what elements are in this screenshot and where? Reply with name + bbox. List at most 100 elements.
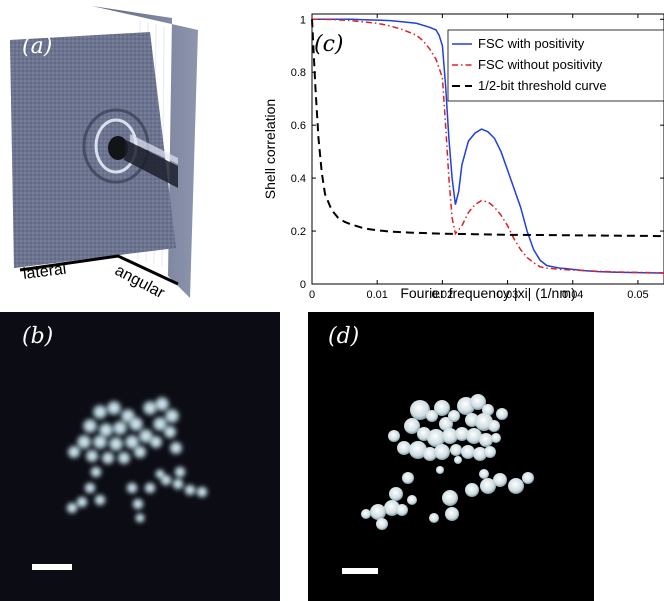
y-tick-label: 1 (300, 14, 306, 26)
model-sphere (409, 441, 427, 459)
model-sphere (479, 433, 493, 447)
y-tick-label: 0 (300, 279, 306, 291)
scale-bar-d (342, 568, 378, 574)
x-tick-label: 0.05 (627, 289, 648, 301)
bead-blob (81, 417, 99, 435)
bead-blob (93, 493, 107, 507)
model-sphere (402, 472, 414, 484)
x-tick-label: 0 (309, 289, 315, 301)
bead-blob (153, 395, 171, 413)
model-sphere (436, 466, 444, 474)
bead-blob (116, 450, 132, 466)
panel-c-fsc-chart: 0 0.01 0.02 0.03 0.04 0.05 0 0.2 0.4 0.6 0.8 1 Fouri… (262, 0, 664, 302)
model-sphere (389, 487, 403, 501)
model-sphere (396, 504, 408, 516)
model-sphere (470, 394, 486, 410)
panel-a-label: (a) (22, 34, 53, 59)
y-axis-title: Shell correlation (262, 99, 278, 199)
model-sphere (480, 478, 496, 494)
model-sphere (407, 495, 417, 505)
model-sphere (361, 509, 371, 519)
bead-blob (162, 424, 178, 440)
tomogram-slices-graphic (10, 6, 198, 298)
legend-entry-2: FSC without positivity (478, 57, 603, 72)
model-sphere (439, 417, 453, 431)
x-tick-label: 0.03 (497, 289, 518, 301)
legend-entry-3: 1/2-bit threshold curve (478, 78, 607, 93)
bead-blob (89, 465, 103, 479)
model-sphere (429, 513, 439, 523)
panel-a-tomogram: (a) lateral angular (0, 0, 260, 302)
model-sphere (434, 400, 450, 416)
model-sphere (479, 469, 489, 479)
model-sphere (496, 408, 508, 420)
legend-box (447, 29, 664, 102)
panel-b-reconstruction: (b) (0, 312, 280, 601)
x-tick-label: 0.02 (432, 289, 453, 301)
bead-blob (91, 433, 109, 451)
reconstruction-image (65, 395, 209, 524)
model-sphere (370, 504, 386, 520)
bead-blob (168, 440, 184, 456)
bead-blob (195, 485, 209, 499)
bead-blob (107, 435, 125, 453)
bead-blob (105, 399, 123, 417)
bead-blob (66, 444, 82, 460)
bead-blob (83, 481, 97, 495)
model-sphere (423, 447, 437, 461)
x-tick-label: 0.01 (366, 289, 387, 301)
model-sphere (508, 478, 524, 494)
sphere-model-image (361, 394, 534, 530)
series-line-1 (312, 18, 664, 274)
bead-blob (132, 444, 148, 460)
legend-entry-1: FSC with positivity (478, 36, 585, 51)
panel-c-label: (c) (314, 32, 344, 57)
bead-blob (134, 512, 146, 524)
model-sphere (442, 490, 458, 506)
model-sphere (388, 430, 400, 442)
y-tick-label: 0.2 (291, 226, 306, 238)
model-sphere (473, 447, 487, 461)
bead-blob (171, 477, 185, 491)
bead-blob (183, 483, 197, 497)
bead-blob (173, 465, 187, 479)
y-tick-label: 0.6 (291, 120, 306, 132)
bead-blob (111, 419, 129, 437)
model-sphere (450, 444, 462, 456)
bead-blob (131, 497, 145, 511)
bead-blob (154, 468, 166, 480)
model-sphere (445, 507, 459, 521)
fsc-plot-svg: 0 0.01 0.02 0.03 0.04 0.05 0 0.2 0.4 0.6 0.8 1 Fouri… (262, 13, 664, 301)
model-sphere (465, 483, 479, 497)
bead-blob (84, 448, 100, 464)
y-tick-label: 0.8 (291, 67, 306, 79)
panel-d-label: (d) (328, 324, 360, 349)
model-sphere (376, 518, 388, 530)
model-sphere (522, 472, 534, 484)
model-sphere (484, 446, 496, 458)
model-sphere (448, 410, 460, 422)
bead-blob (148, 434, 164, 450)
bead-blob (127, 415, 145, 433)
scale-bar-b (32, 564, 72, 570)
model-sphere (434, 444, 450, 460)
model-sphere (493, 473, 507, 487)
bead-blob (65, 501, 79, 515)
model-sphere (427, 429, 445, 447)
bead-blob (91, 403, 109, 421)
model-sphere (482, 404, 494, 416)
model-sphere (455, 427, 469, 441)
bead-blob (100, 450, 116, 466)
model-sphere (410, 400, 430, 420)
model-sphere (384, 500, 400, 516)
model-sphere (442, 428, 458, 444)
model-sphere (404, 418, 420, 434)
bead-blob (143, 481, 157, 495)
model-sphere (461, 445, 475, 459)
x-axis-title: Fourier frequency |xi| (1/nm) (400, 285, 575, 301)
series-line-3 (311, 19, 664, 238)
y-tick-label: 0.4 (291, 173, 306, 185)
series-line-2 (312, 18, 664, 274)
model-sphere (454, 456, 462, 464)
panel-d-model: (d) (308, 312, 594, 601)
